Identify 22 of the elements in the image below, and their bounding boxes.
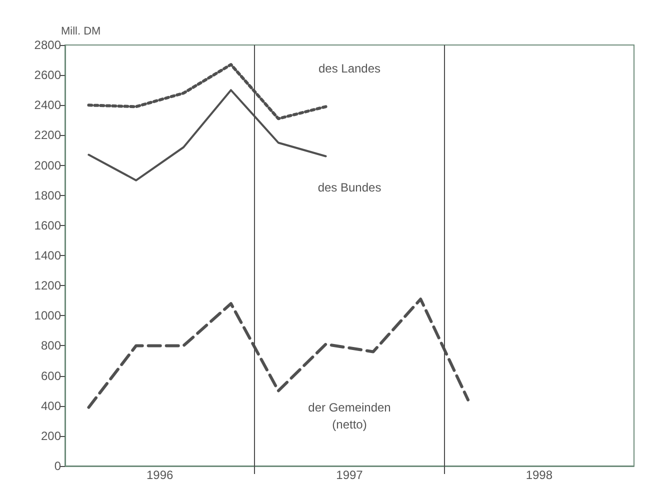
y-tick-label: 1800 [34,188,62,202]
text: des Bundes [318,180,382,195]
y-tick-label: 400 [40,398,62,413]
y-tick-label: 1200 [34,278,62,293]
y-tick-label: 2000 [34,158,62,172]
y-tick-label: 2800 [34,38,62,52]
y-tick-label: 1600 [34,218,62,232]
text: der Gemeinden (netto) [308,400,391,432]
y-tick-label: 200 [40,428,62,443]
y-tick-label: 0 [54,459,62,473]
text: des Landes [318,62,381,76]
y-tick-label: 2400 [34,98,62,112]
y-tick-label: 2600 [34,68,62,82]
y-tick-label: 600 [40,368,62,383]
x-tick-label: 1997 [336,468,364,482]
y-axis-title: Mill. DM [61,26,101,38]
x-tick-label: 1996 [146,468,174,482]
y-tick-label: 800 [40,338,62,353]
y-tick-label: 2200 [34,128,62,142]
y-tick-label: 1000 [34,308,62,323]
x-tick-label: 1998 [526,468,553,482]
y-tick-label: 1400 [34,248,62,262]
